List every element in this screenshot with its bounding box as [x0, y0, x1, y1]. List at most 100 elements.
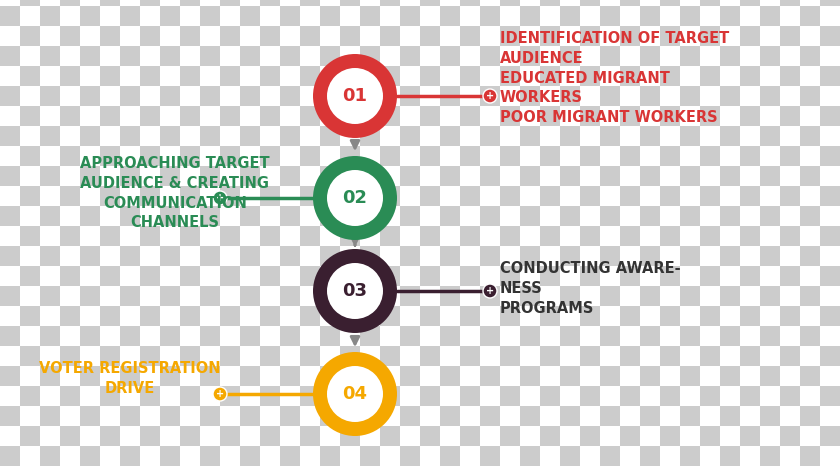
Bar: [240, 426, 260, 446]
Bar: [0, 226, 20, 246]
Bar: [620, 6, 640, 26]
Bar: [0, 426, 20, 446]
Bar: [400, 246, 420, 266]
Bar: [820, 146, 840, 166]
Bar: [700, 426, 720, 446]
Bar: [400, 326, 420, 346]
Bar: [760, 386, 780, 406]
Bar: [180, 306, 200, 326]
Text: 02: 02: [343, 189, 368, 207]
Bar: [660, 146, 680, 166]
Bar: [620, 426, 640, 446]
Circle shape: [213, 191, 227, 205]
Bar: [340, 346, 360, 366]
Bar: [800, 0, 820, 6]
Bar: [740, 86, 760, 106]
Bar: [560, 126, 580, 146]
Bar: [620, 306, 640, 326]
Bar: [400, 346, 420, 366]
Bar: [300, 246, 320, 266]
Bar: [740, 346, 760, 366]
Bar: [420, 326, 440, 346]
Bar: [380, 146, 400, 166]
Bar: [800, 26, 820, 46]
Bar: [140, 66, 160, 86]
Bar: [760, 326, 780, 346]
Bar: [280, 66, 300, 86]
Bar: [780, 306, 800, 326]
Bar: [220, 286, 240, 306]
Bar: [280, 306, 300, 326]
Circle shape: [313, 249, 397, 333]
Bar: [780, 26, 800, 46]
Bar: [320, 106, 340, 126]
Bar: [340, 166, 360, 186]
Bar: [40, 386, 60, 406]
Bar: [520, 286, 540, 306]
Bar: [440, 306, 460, 326]
Bar: [500, 366, 520, 386]
Bar: [440, 26, 460, 46]
Bar: [120, 166, 140, 186]
Bar: [720, 126, 740, 146]
Bar: [80, 426, 100, 446]
Bar: [540, 0, 560, 6]
Bar: [60, 246, 80, 266]
Bar: [280, 106, 300, 126]
Bar: [580, 26, 600, 46]
Bar: [780, 66, 800, 86]
Bar: [740, 386, 760, 406]
Bar: [740, 426, 760, 446]
Bar: [820, 0, 840, 6]
Bar: [0, 186, 20, 206]
Bar: [80, 346, 100, 366]
Bar: [240, 166, 260, 186]
Bar: [620, 166, 640, 186]
Bar: [500, 406, 520, 426]
Bar: [560, 426, 580, 446]
Bar: [400, 106, 420, 126]
Bar: [40, 186, 60, 206]
Bar: [420, 286, 440, 306]
Bar: [740, 286, 760, 306]
Bar: [720, 0, 740, 6]
Bar: [460, 386, 480, 406]
Bar: [180, 326, 200, 346]
Bar: [540, 426, 560, 446]
Bar: [440, 426, 460, 446]
Bar: [320, 426, 340, 446]
Bar: [560, 446, 580, 466]
Bar: [520, 446, 540, 466]
Bar: [780, 266, 800, 286]
Bar: [380, 446, 400, 466]
Bar: [800, 226, 820, 246]
Bar: [80, 386, 100, 406]
Bar: [400, 166, 420, 186]
Bar: [660, 346, 680, 366]
Bar: [0, 166, 20, 186]
Circle shape: [213, 387, 227, 401]
Bar: [520, 226, 540, 246]
Bar: [300, 86, 320, 106]
Bar: [360, 66, 380, 86]
Bar: [240, 286, 260, 306]
Bar: [680, 226, 700, 246]
Circle shape: [313, 352, 397, 436]
Bar: [720, 446, 740, 466]
Bar: [540, 86, 560, 106]
Bar: [100, 166, 120, 186]
Circle shape: [483, 89, 497, 103]
Bar: [60, 106, 80, 126]
Bar: [780, 166, 800, 186]
Bar: [160, 186, 180, 206]
Bar: [460, 146, 480, 166]
Bar: [660, 226, 680, 246]
Bar: [720, 206, 740, 226]
Bar: [180, 346, 200, 366]
Bar: [740, 146, 760, 166]
Bar: [100, 446, 120, 466]
Bar: [320, 366, 340, 386]
Bar: [200, 46, 220, 66]
Bar: [560, 226, 580, 246]
Bar: [620, 406, 640, 426]
